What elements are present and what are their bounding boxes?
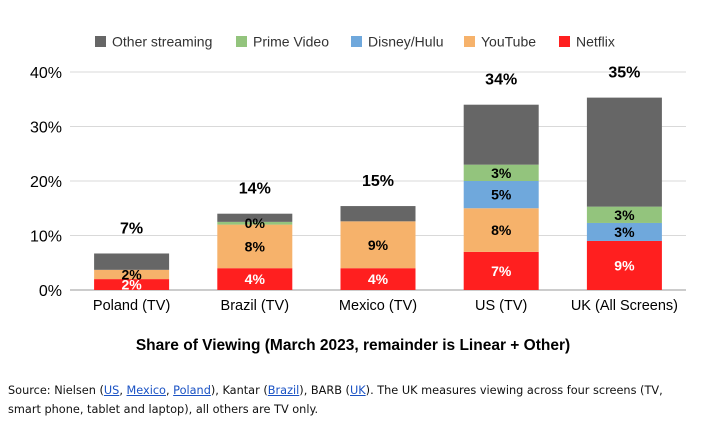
data-label: 9%: [614, 257, 635, 273]
data-label: 8%: [245, 238, 266, 254]
bar-segment: [94, 279, 170, 290]
bar-segment: [94, 253, 170, 270]
bar-segment: [463, 104, 539, 165]
source-link-poland[interactable]: Poland: [173, 384, 211, 397]
data-label: 5%: [491, 187, 512, 203]
bar-segment: [217, 268, 293, 290]
y-tick-label: 10%: [30, 229, 62, 246]
bar-segment: [586, 240, 662, 290]
y-tick-label: 30%: [30, 120, 62, 137]
total-label: 35%: [608, 65, 640, 82]
y-tick-label: 20%: [30, 174, 62, 191]
data-label: 2%: [121, 277, 142, 293]
bar-segment: [217, 221, 293, 225]
source-link-mexico[interactable]: Mexico: [126, 384, 166, 397]
total-label: 14%: [239, 181, 271, 198]
legend-label: Disney/Hulu: [368, 34, 443, 50]
source-text: ), BARB (: [299, 384, 350, 397]
data-label: 4%: [245, 271, 266, 287]
x-tick-label: Mexico (TV): [339, 298, 417, 314]
total-label: 15%: [362, 173, 394, 190]
bar-segment: [463, 251, 539, 290]
source-sep: ,: [119, 384, 127, 397]
source-link-us[interactable]: US: [103, 384, 120, 397]
data-label: 7%: [491, 263, 512, 279]
data-label: 3%: [614, 224, 635, 240]
bar-segment: [217, 224, 293, 269]
data-label: 8%: [491, 222, 512, 238]
y-tick-label: 0%: [39, 283, 62, 300]
stacked-bar-chart: 0% 10% 20% 30% 40% 2%2% 7% Poland (TV) 4% 8% 0% 14%…: [30, 34, 686, 314]
data-label: 9%: [368, 237, 389, 253]
source-link-brazil[interactable]: Brazil: [267, 384, 300, 397]
legend-label: Prime Video: [253, 34, 329, 50]
data-label: 3%: [614, 207, 635, 223]
bar-segment: [217, 213, 293, 222]
legend-label: Netflix: [576, 34, 615, 50]
bar-segment: [586, 97, 662, 207]
data-label: 4%: [368, 271, 389, 287]
source-sep: ,: [165, 384, 174, 397]
bar-segment: [340, 206, 416, 222]
legend-label: YouTube: [481, 34, 536, 50]
legend-swatch: [559, 36, 570, 47]
data-label: 3%: [491, 165, 512, 181]
data-label: 0%: [245, 215, 266, 231]
source-suffix: ). The UK measures viewing across four s…: [8, 384, 663, 416]
total-label: 34%: [485, 72, 517, 89]
bar-segment: [94, 269, 170, 280]
total-label: 7%: [120, 220, 143, 237]
x-tick-label: Brazil (TV): [221, 298, 289, 314]
x-tick-label: UK (All Screens): [571, 298, 678, 314]
bar-segment: [463, 181, 539, 209]
y-tick-label: 40%: [30, 65, 62, 82]
bar-segment: [340, 268, 416, 290]
bar-segment: [463, 208, 539, 252]
data-label: 2%: [121, 266, 142, 282]
bar-segment: [586, 222, 662, 241]
legend-swatch: [95, 36, 106, 47]
x-tick-label: US (TV): [475, 298, 527, 314]
source-text: ), Kantar (: [210, 384, 268, 397]
chart-area: 0% 10% 20% 30% 40% 2% 2% 7% Poland (TV) 4% 8% 0% 14%…: [30, 34, 686, 314]
bar-segment: [586, 206, 662, 223]
legend-swatch: [351, 36, 362, 47]
source-prefix: Source: Nielsen (: [8, 384, 104, 397]
source-note: Source: Nielsen (US, Mexico, Poland), Ka…: [8, 381, 698, 419]
legend-swatch: [236, 36, 247, 47]
source-link-uk[interactable]: UK: [349, 384, 366, 397]
x-tick-label: Poland (TV): [93, 298, 170, 314]
legend-swatch: [464, 36, 475, 47]
bar-segment: [340, 221, 416, 269]
x-axis-title: Share of Viewing (March 2023, remainder …: [135, 337, 571, 354]
legend-label: Other streaming: [112, 34, 212, 50]
bar-segment: [463, 164, 539, 181]
